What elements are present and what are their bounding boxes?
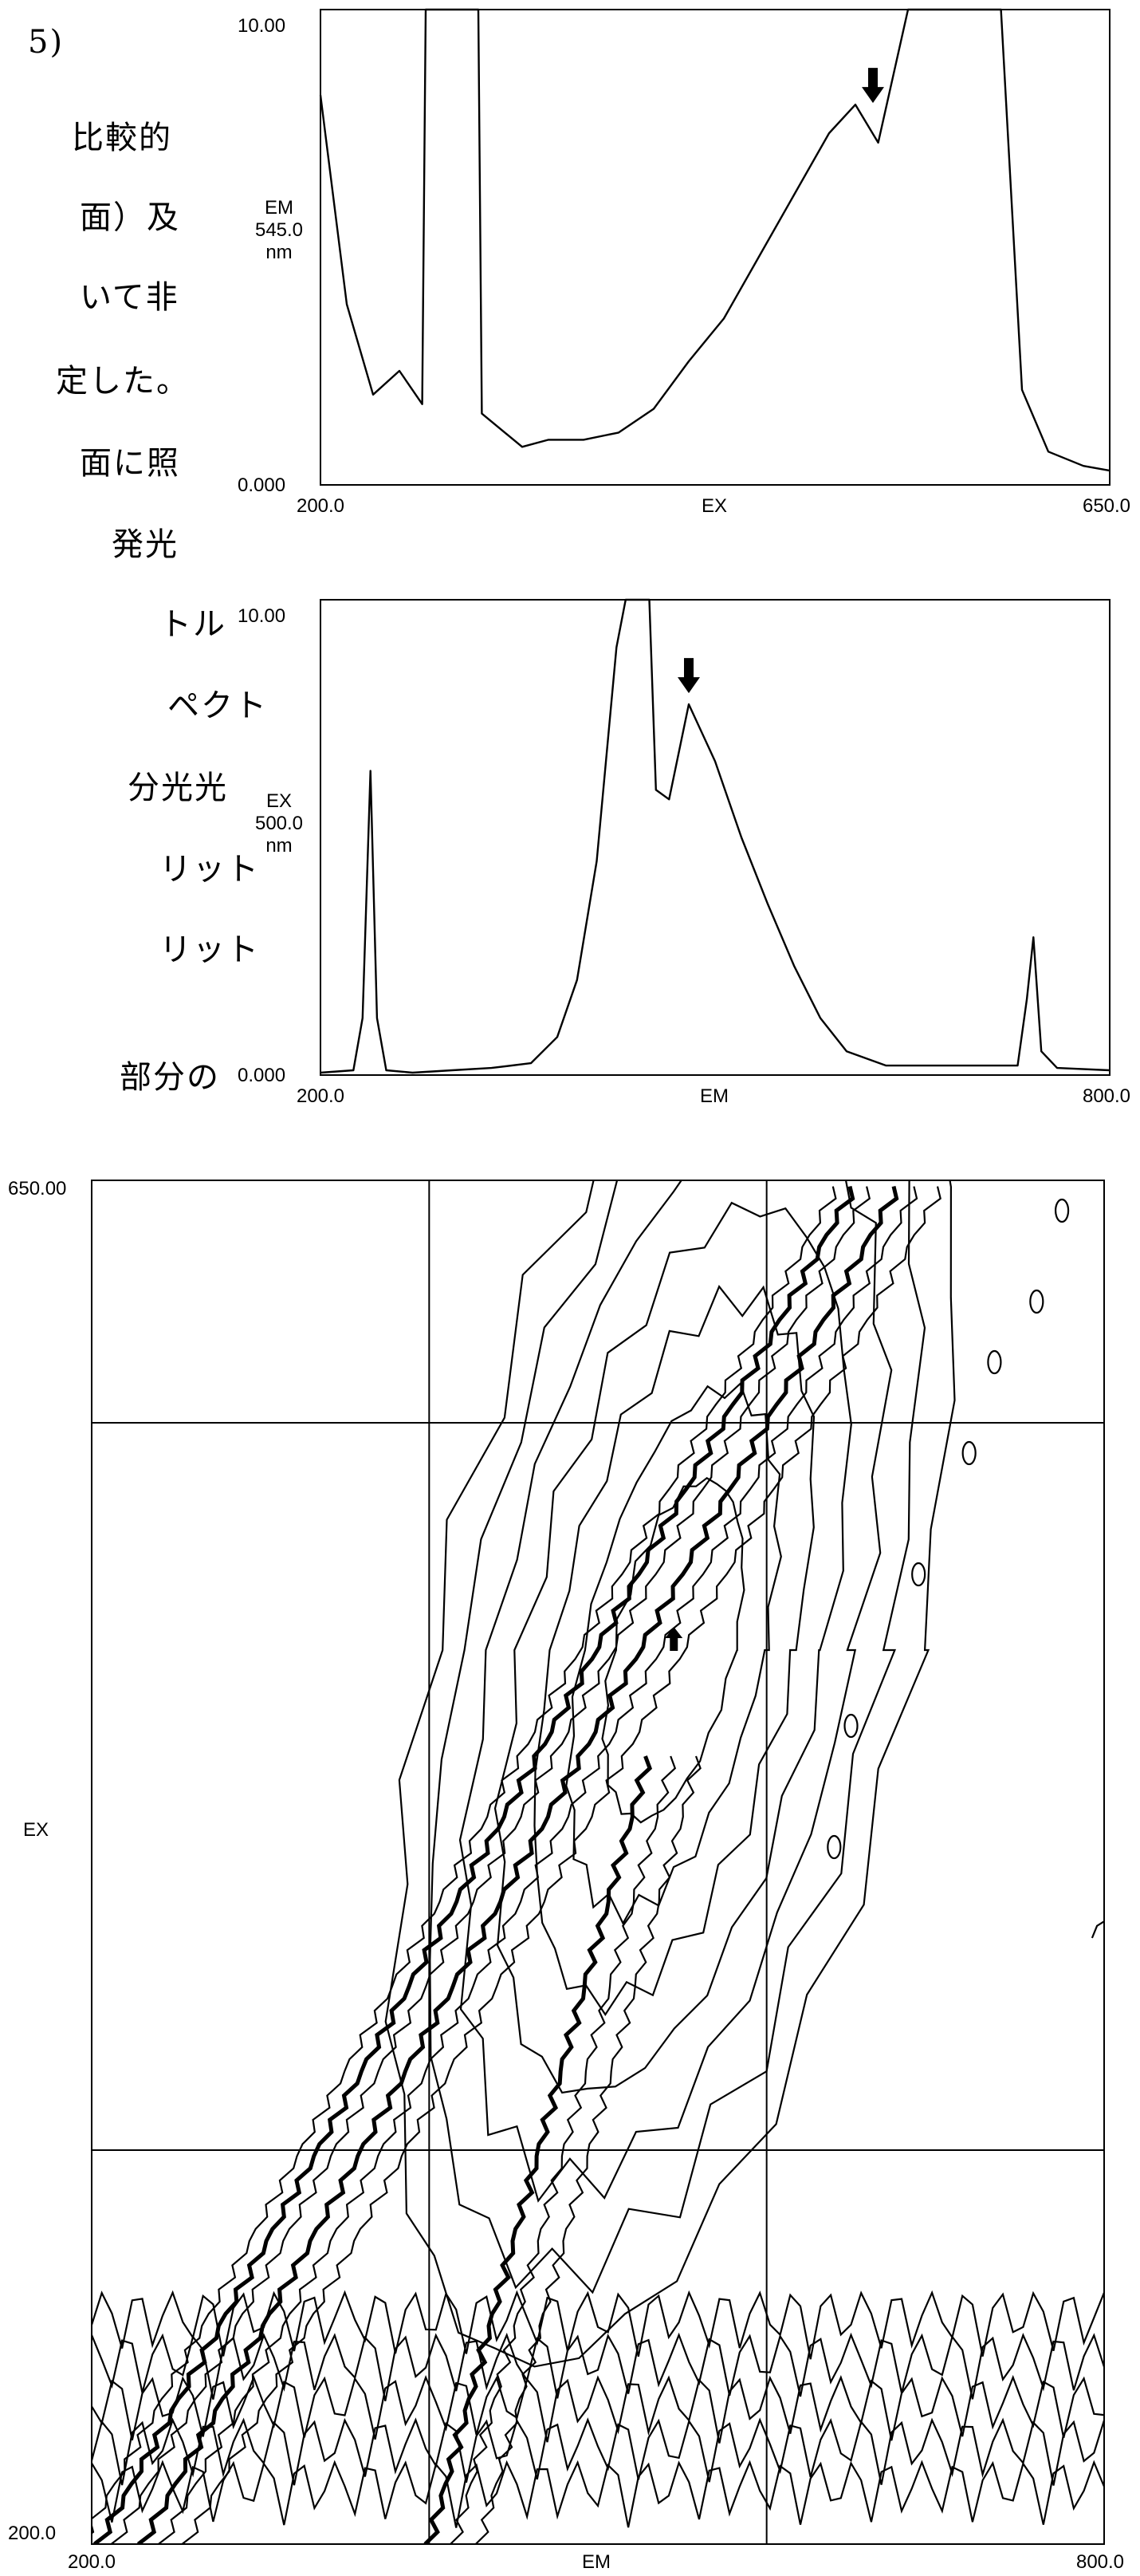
chart2-xtick-min: 200.0 <box>297 1085 344 1107</box>
chart3-ytick-max: 650.00 <box>8 1178 66 1199</box>
chart2-ytick-max: 10.00 <box>238 605 285 627</box>
chart2-xlabel: EM <box>700 1085 729 1107</box>
peak-contour <box>601 1476 745 1824</box>
chart1-ylabel-line1: EM <box>265 197 293 219</box>
text-fragment: 面に照 <box>80 445 180 482</box>
chart3-xtick-min: 200.0 <box>68 2551 116 2573</box>
text-fragment: 面）及 <box>80 199 180 236</box>
chart1-ytick-min: 0.000 <box>238 475 285 496</box>
contour-spot <box>1054 1198 1070 1223</box>
chart1-ylabel-line2: 545.0 <box>255 219 303 241</box>
noise-contour <box>92 2460 1104 2528</box>
text-fragment: 5) <box>28 24 65 61</box>
chart2-series-line <box>320 598 1111 1074</box>
chart3-ylabel: EX <box>23 1819 49 1841</box>
eem-contour-map: 650.00 200.0 EX 200.0 800.0 EM <box>8 1178 1140 2573</box>
chart1-xtick-max: 650.0 <box>1083 495 1130 517</box>
scatter-band-half-order <box>423 1755 653 2544</box>
noise-contour <box>92 2374 1104 2444</box>
peak-contour <box>565 1381 782 1925</box>
contour-spot <box>987 1349 1002 1375</box>
chart1-xtick-min: 200.0 <box>297 495 344 517</box>
chart1-ylabel-line3: nm <box>265 242 292 263</box>
peak-arrow-icon <box>678 658 700 694</box>
text-fragment: 分光光 <box>128 770 228 806</box>
chart2-ytick-min: 0.000 <box>238 1065 285 1086</box>
emission-spectrum-chart: 10.00 0.000 EX 500.0 nm 200.0 800.0 EM <box>238 598 1130 1107</box>
text-fragment: リット <box>159 932 260 968</box>
peak-contour <box>533 1285 816 2016</box>
chart2-ylabel-line1: EX <box>266 790 292 812</box>
text-fragment: 比較的 <box>72 120 172 156</box>
scatter-band-first-order <box>110 1186 871 2544</box>
peak-arrow-icon <box>665 1627 683 1651</box>
scatter-band-second-order <box>1130 1187 1140 1938</box>
scatter-band-second-order <box>1091 1920 1104 1939</box>
scatter-band-half-order <box>474 1755 702 2544</box>
chart1-series-line <box>319 8 1111 472</box>
scatter-band-first-order <box>92 1186 855 2544</box>
chart3-ytick-min: 200.0 <box>8 2523 56 2544</box>
contour-spot <box>961 1440 977 1466</box>
peak-contour <box>458 1180 893 2203</box>
chart3-plot-area <box>92 1180 1140 2544</box>
text-fragment: 定した。 <box>56 363 190 400</box>
peak-contour <box>429 1180 926 2294</box>
scatter-band-first-order <box>158 1186 918 2544</box>
scatter-band-first-order <box>181 1186 941 2544</box>
text-fragment: トル <box>159 606 226 643</box>
peak-contour <box>493 1201 852 2094</box>
chart2-xtick-max: 800.0 <box>1083 1085 1130 1107</box>
noise-contour <box>92 2417 1104 2486</box>
peak-arrow-icon <box>862 68 884 104</box>
chart3-xlabel: EM <box>582 2551 611 2573</box>
chart2-plot-area <box>320 598 1111 1074</box>
noise-contour <box>92 2332 1104 2401</box>
excitation-spectrum-chart: 10.00 0.000 EM 545.0 nm 200.0 650.0 EX <box>238 8 1130 517</box>
text-fragment: いて非 <box>80 279 179 316</box>
chart1-ytick-max: 10.00 <box>238 15 285 37</box>
chart1-frame <box>320 9 1111 486</box>
contour-spot <box>843 1713 859 1739</box>
chart2-ylabel-line2: 500.0 <box>255 813 303 834</box>
chart1-xlabel: EX <box>702 495 727 517</box>
chart2-frame <box>320 599 1111 1076</box>
contour-spot <box>1029 1289 1044 1314</box>
chart1-plot-area <box>319 8 1111 472</box>
scatter-band-second-order <box>1109 1187 1140 1938</box>
chart3-xtick-max: 800.0 <box>1076 2551 1124 2573</box>
scatter-band-first-order <box>92 1186 837 2535</box>
chart3-frame <box>91 1180 1105 2545</box>
chart2-ylabel-line3: nm <box>265 835 292 857</box>
contour-spot <box>827 1834 842 1860</box>
text-fragment: ペクト <box>167 687 268 724</box>
peak-contour <box>384 1180 956 2368</box>
text-fragment: リット <box>159 851 260 888</box>
noise-contour <box>92 2290 1104 2360</box>
text-fragment: 部分の <box>120 1059 220 1096</box>
text-fragment: 発光 <box>112 526 179 563</box>
scatter-band-half-order <box>450 1755 677 2544</box>
contour-spot <box>911 1562 926 1587</box>
